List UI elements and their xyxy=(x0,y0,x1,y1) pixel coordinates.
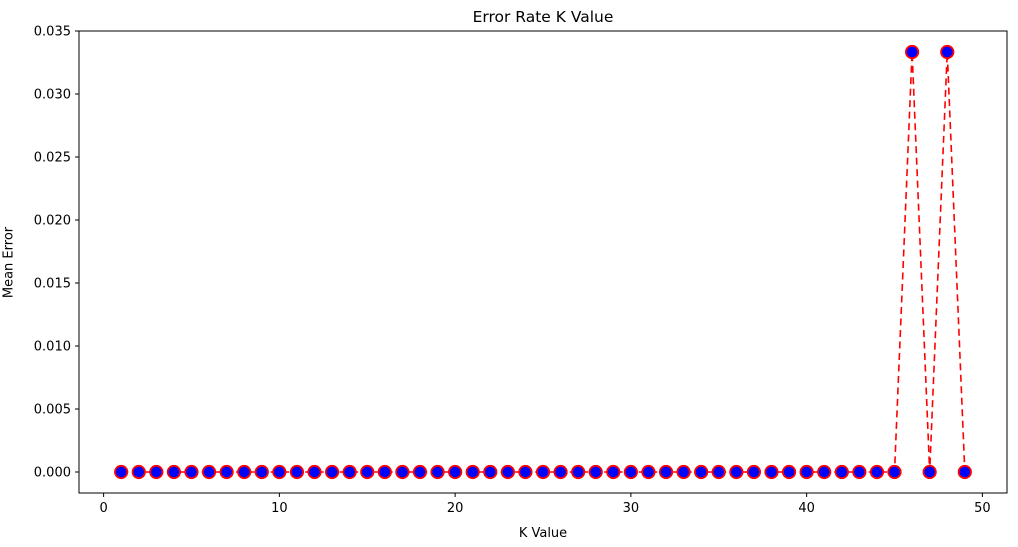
data-point-k-4 xyxy=(166,464,182,480)
data-point-k-16 xyxy=(377,464,392,480)
data-point-k-34 xyxy=(694,464,709,480)
y-tick-label: 0.015 xyxy=(34,276,71,291)
plot-border xyxy=(78,30,1008,494)
y-tick-label: 0.010 xyxy=(34,339,71,354)
x-tick-label: 10 xyxy=(271,501,288,516)
data-point-k-28 xyxy=(588,464,603,480)
data-point-k-45 xyxy=(887,464,902,480)
data-point-k-5 xyxy=(184,464,199,480)
data-point-k-30 xyxy=(623,464,638,480)
x-tick-label: 50 xyxy=(974,501,991,516)
data-point-k-7 xyxy=(219,464,234,480)
error-rate-line xyxy=(121,51,966,473)
data-point-k-40 xyxy=(799,464,814,480)
y-tick-label: 0.005 xyxy=(34,402,71,417)
data-point-k-12 xyxy=(307,464,322,480)
data-point-k-36 xyxy=(729,464,744,480)
data-point-k-9 xyxy=(254,464,269,480)
x-axis-label: K Value xyxy=(518,526,568,541)
data-point-k-42 xyxy=(834,464,849,480)
data-point-k-46 xyxy=(904,44,920,60)
x-tick-label: 20 xyxy=(447,501,464,516)
data-point-k-11 xyxy=(289,464,305,480)
data-point-k-13 xyxy=(324,464,340,480)
data-point-k-37 xyxy=(746,464,762,480)
y-tick-label: 0.000 xyxy=(34,465,71,480)
y-tick-label: 0.025 xyxy=(34,150,71,165)
data-point-k-47 xyxy=(922,464,937,480)
chart-title: Error Rate K Value xyxy=(472,8,614,26)
data-point-k-29 xyxy=(606,464,621,480)
y-tick-label: 0.020 xyxy=(34,213,71,228)
y-tick-label: 0.030 xyxy=(34,87,71,102)
data-point-k-22 xyxy=(483,464,498,480)
data-point-k-25 xyxy=(535,464,551,480)
data-point-k-15 xyxy=(360,464,375,480)
data-point-k-33 xyxy=(676,464,691,480)
data-point-k-17 xyxy=(395,464,410,480)
data-point-k-20 xyxy=(448,464,463,480)
data-point-k-35 xyxy=(711,464,726,480)
data-point-k-23 xyxy=(500,464,515,480)
x-tick-label: 40 xyxy=(798,501,815,516)
data-point-k-2 xyxy=(131,464,146,480)
data-point-k-48 xyxy=(940,44,955,60)
data-point-k-19 xyxy=(430,464,445,480)
x-tick-label: 0 xyxy=(99,501,107,516)
x-tick-label: 30 xyxy=(623,501,640,516)
data-point-k-3 xyxy=(149,464,164,480)
data-point-k-38 xyxy=(764,464,779,480)
data-point-k-32 xyxy=(658,464,674,480)
data-point-k-10 xyxy=(272,464,287,480)
data-point-k-1 xyxy=(114,464,129,480)
data-point-k-27 xyxy=(571,464,586,480)
data-point-k-39 xyxy=(781,464,797,480)
data-point-k-44 xyxy=(869,464,885,480)
data-point-k-24 xyxy=(518,464,533,480)
data-point-k-49 xyxy=(957,464,972,480)
data-point-k-41 xyxy=(817,464,832,480)
data-point-k-14 xyxy=(342,464,357,480)
data-point-k-43 xyxy=(852,464,867,480)
y-axis-label: Mean Error xyxy=(1,226,17,299)
data-point-k-26 xyxy=(553,464,568,480)
data-point-k-21 xyxy=(465,464,480,480)
data-point-k-18 xyxy=(412,464,428,480)
data-point-k-8 xyxy=(237,464,252,480)
data-point-k-31 xyxy=(641,464,656,480)
data-point-k-6 xyxy=(201,464,217,480)
y-tick-label: 0.035 xyxy=(34,25,71,40)
